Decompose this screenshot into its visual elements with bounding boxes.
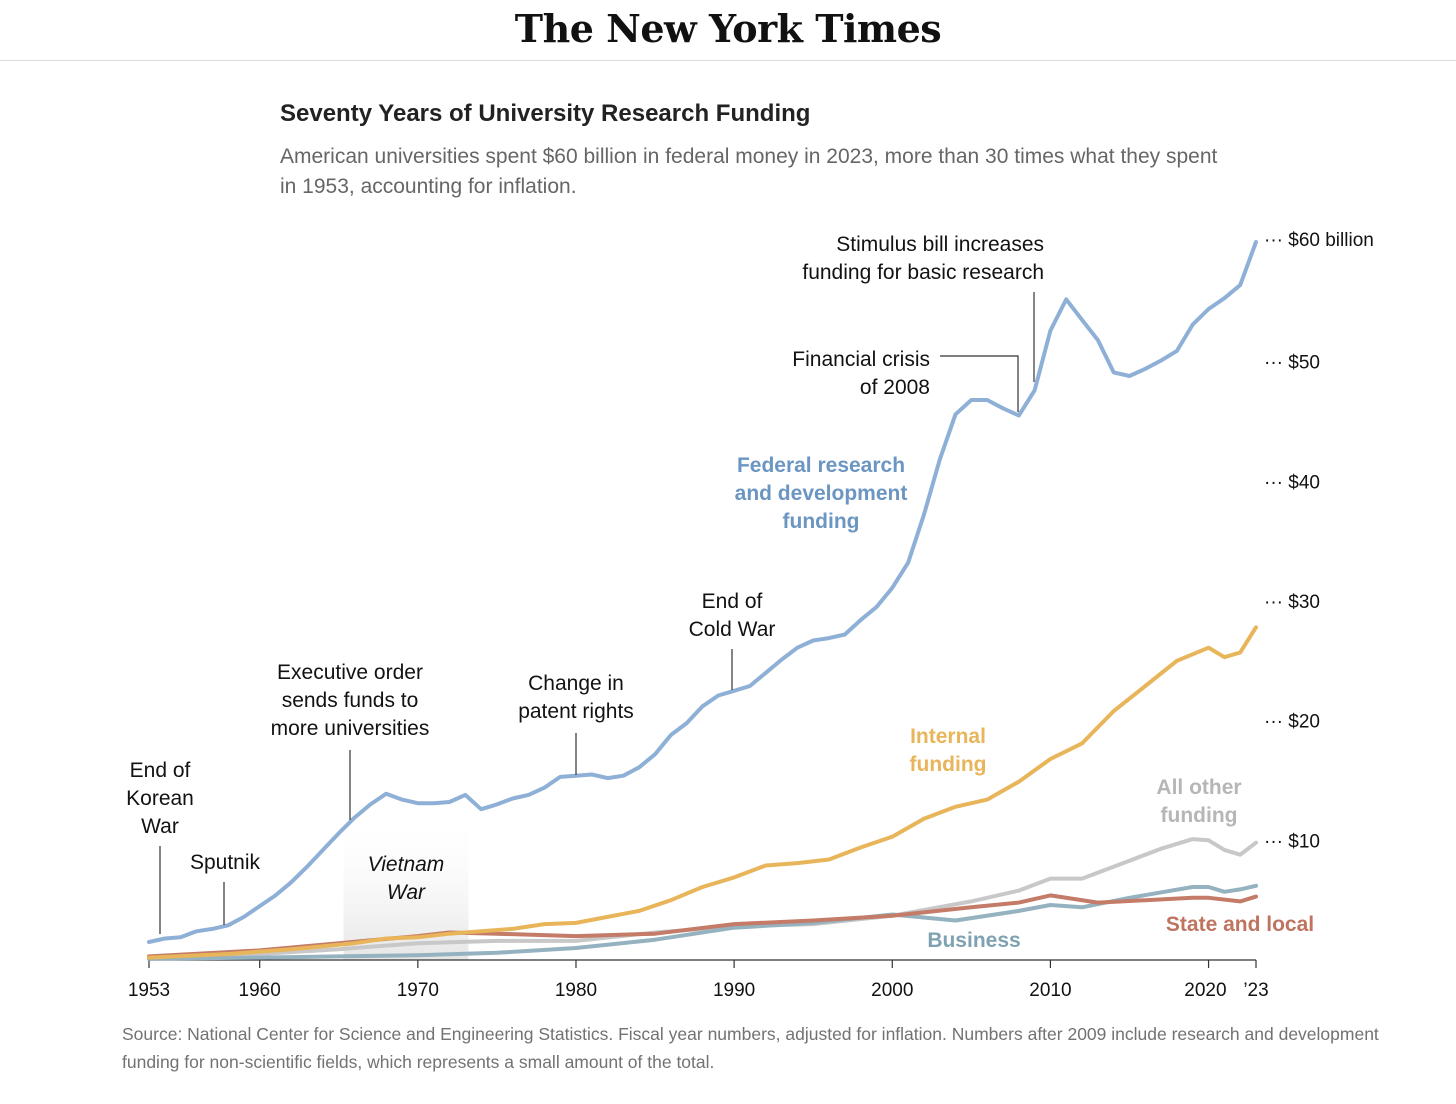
series-label-federal-research-and-development-funding-line: Federal research xyxy=(737,454,905,477)
annotation-change-in-patent-rights-line: Change in xyxy=(528,672,624,695)
annotation-financial-crisis-of-2008-leader xyxy=(940,355,1019,412)
y-tick-label: ··· $10 xyxy=(1264,831,1320,852)
annotation-financial-crisis-of-2008: Financial crisis of 2008 xyxy=(792,348,930,399)
x-tick-label: 2020 xyxy=(1184,980,1226,1001)
y-axis: ··· $10 ··· $20 ··· $30 ··· $40 ··· $50 ··· $… xyxy=(1264,230,1374,852)
x-tick-label: 2000 xyxy=(871,980,913,1001)
annotation-change-in-patent-rights-line: patent rights xyxy=(518,700,634,723)
annotation-end-of-korean-war-line: End of xyxy=(130,759,191,782)
x-tick-label: 2010 xyxy=(1029,980,1071,1001)
annotation-sputnik: Sputnik xyxy=(190,851,261,874)
y-tick-label: ··· $20 xyxy=(1264,712,1320,733)
annotation-end-of-cold-war: End of Cold War xyxy=(689,590,776,641)
annotation-end-of-cold-war-line: End of xyxy=(702,590,763,613)
annotation-end-of-korean-war-line: Korean xyxy=(126,787,194,810)
y-tick-label: ··· $30 xyxy=(1264,592,1320,613)
annotation-stimulus-bill-increases-funding-for-basic-research: Stimulus bill increases funding for basic… xyxy=(802,233,1044,284)
vietnam-war-label: Vietnam War xyxy=(368,853,445,904)
annotation-stimulus-bill-increases-funding-for-basic-research-line: Stimulus bill increases xyxy=(836,233,1044,256)
series-label-state-and-local: State and local xyxy=(1166,913,1314,936)
chart-subtitle: American universities spent $60 billion … xyxy=(280,145,1218,198)
y-tick-label: ··· $60 billion xyxy=(1264,230,1374,251)
y-tick-label: ··· $50 xyxy=(1264,353,1320,374)
x-tick-label: 1990 xyxy=(713,980,755,1001)
vietnam-war-label-line: War xyxy=(387,881,426,904)
series-label-internal-funding: Internal funding xyxy=(910,725,987,776)
annotation-end-of-korean-war: End of Korean War xyxy=(126,759,194,838)
chart-title: Seventy Years of University Research Fun… xyxy=(280,100,811,127)
masthead[interactable]: The New York Times xyxy=(0,0,1456,61)
annotation-financial-crisis-of-2008-line: of 2008 xyxy=(860,376,930,399)
annotation-sputnik-line: Sputnik xyxy=(190,851,261,874)
annotations: End of Korean War Sputnik Executive order sen… xyxy=(126,233,1044,934)
annotation-executive-order-sends-funds-to-more-universities-line: more universities xyxy=(271,717,430,740)
x-tick-label: 1953 xyxy=(128,980,170,1001)
x-tick-label: 1960 xyxy=(239,980,281,1001)
series-labels: All other funding Business State and local I… xyxy=(735,454,1314,952)
annotation-executive-order-sends-funds-to-more-universities-line: sends funds to xyxy=(282,689,419,712)
annotation-financial-crisis-of-2008-line: Financial crisis xyxy=(792,348,930,371)
annotation-executive-order-sends-funds-to-more-universities-line: Executive order xyxy=(277,661,423,684)
series-label-all-other-funding: All other funding xyxy=(1156,776,1241,827)
series-label-internal-funding-line: Internal xyxy=(910,725,986,748)
x-tick-label: 1970 xyxy=(397,980,439,1001)
series-label-all-other-funding-line: All other xyxy=(1156,776,1241,799)
series-label-business: Business xyxy=(927,929,1020,952)
series-line-business xyxy=(147,883,1258,961)
series-line-federal-research-and-development-funding xyxy=(147,240,1258,944)
annotation-end-of-cold-war-line: Cold War xyxy=(689,618,776,641)
x-tick-label: 1980 xyxy=(555,980,597,1001)
series-lines xyxy=(147,240,1258,961)
line-chart: Vietnam War ··· $10··· $20··· $30··· $40·… xyxy=(126,230,1374,1001)
series-label-all-other-funding-line: funding xyxy=(1161,804,1238,827)
annotation-change-in-patent-rights: Change in patent rights xyxy=(518,672,634,723)
source-note: Source: National Center for Science and … xyxy=(122,1024,1379,1072)
vietnam-war-label-line: Vietnam xyxy=(368,853,445,876)
x-tick-label: ’23 xyxy=(1243,980,1268,1001)
series-line-internal-funding xyxy=(147,625,1258,960)
series-label-business-line: Business xyxy=(927,929,1020,952)
series-label-state-and-local-line: State and local xyxy=(1166,913,1314,936)
annotation-executive-order-sends-funds-to-more-universities: Executive order sends funds to more univer… xyxy=(271,661,430,740)
series-label-federal-research-and-development-funding-line: and development xyxy=(735,482,908,505)
series-label-federal-research-and-development-funding-line: funding xyxy=(783,510,860,533)
shaded-period-layer: Vietnam War xyxy=(343,822,469,960)
series-label-federal-research-and-development-funding: Federal research and development funding xyxy=(735,454,908,533)
series-label-internal-funding-line: funding xyxy=(910,753,987,776)
annotation-stimulus-bill-increases-funding-for-basic-research-line: funding for basic research xyxy=(802,261,1044,284)
y-tick-label: ··· $40 xyxy=(1264,472,1320,493)
x-axis: 1953 1960 1970 1980 1990 2000 2010 2020 ’23 xyxy=(128,959,1269,1001)
nyt-logo[interactable]: The New York Times xyxy=(514,6,942,51)
annotation-end-of-korean-war-line: War xyxy=(141,815,179,838)
series-line-all-other-funding xyxy=(147,837,1258,960)
